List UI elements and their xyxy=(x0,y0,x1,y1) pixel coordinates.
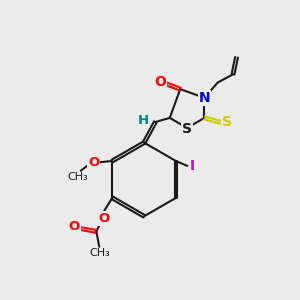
Text: S: S xyxy=(221,115,232,129)
Text: S: S xyxy=(182,122,192,136)
Text: O: O xyxy=(69,220,80,233)
Text: I: I xyxy=(190,159,195,173)
Text: CH₃: CH₃ xyxy=(89,248,110,258)
Text: O: O xyxy=(88,156,99,169)
Text: H: H xyxy=(137,114,148,127)
Text: N: N xyxy=(199,91,210,105)
Text: O: O xyxy=(154,75,166,89)
Text: O: O xyxy=(99,212,110,225)
Text: CH₃: CH₃ xyxy=(68,172,88,182)
